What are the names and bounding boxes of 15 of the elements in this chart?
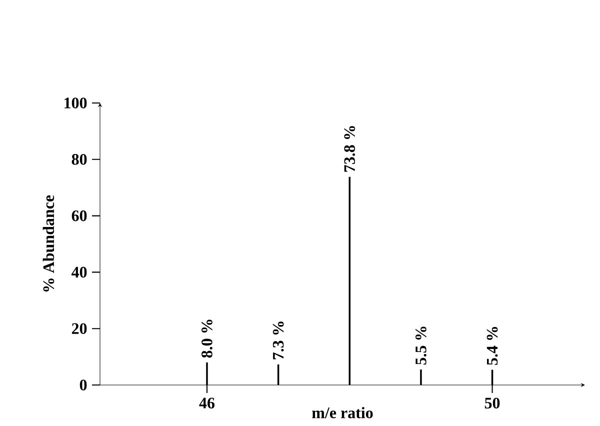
y-tick-label: 40: [72, 266, 87, 278]
data-label: 5.5 %: [416, 326, 426, 365]
x-axis-title: m/e ratio: [312, 406, 373, 418]
y-axis-title: % Abundance: [42, 195, 54, 292]
y-tick-label: 80: [72, 154, 87, 165]
x-tick-label: 46: [199, 398, 215, 408]
data-label: 73.8 %: [344, 126, 356, 172]
data-label: 8.0 %: [202, 320, 212, 358]
data-label: 5.4 %: [486, 327, 498, 365]
y-tick-label: 60: [72, 210, 87, 222]
y-tick-label: 20: [72, 323, 87, 334]
x-tick-label: 50: [484, 398, 500, 408]
y-tick-label: 100: [64, 98, 87, 108]
data-label: 7.3 %: [272, 322, 284, 360]
y-tick-label: 0: [80, 380, 87, 390]
